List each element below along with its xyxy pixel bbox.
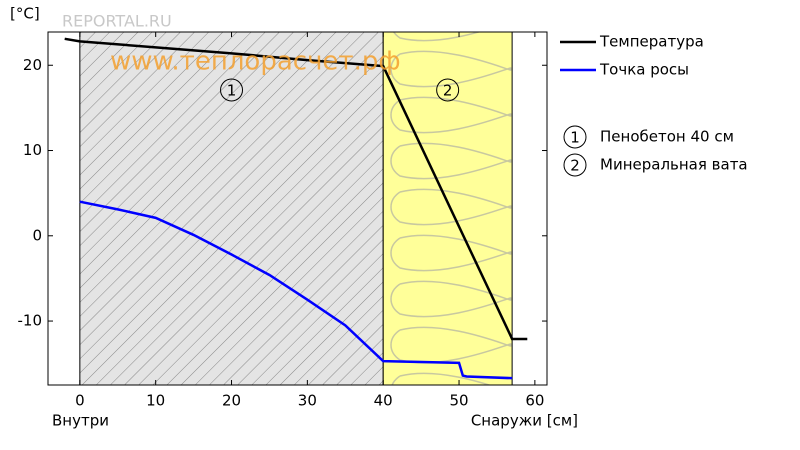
x-tick-label: 20: [222, 392, 241, 410]
watermark: www.теплорасчет.рф: [110, 47, 401, 77]
plot-frame: [47, 31, 548, 386]
series-line: [79, 200, 513, 380]
layer-region: [382, 31, 513, 386]
legend-number: 2: [570, 157, 580, 175]
legend-number: 1: [570, 129, 580, 147]
legend-layer-name: Пенобетон 40 см: [600, 128, 734, 146]
legend-layer-name: Минеральная вата: [600, 156, 748, 174]
layer-badge: [436, 78, 460, 102]
layer-number: 2: [443, 82, 453, 100]
y-tick-label: 20: [23, 56, 42, 74]
layer-badge: [220, 78, 244, 102]
legend-badge: [563, 153, 587, 177]
y-axis-label: [°C]: [10, 5, 40, 23]
x-tick-label: 40: [374, 392, 393, 410]
x-label-left: Внутри: [52, 412, 109, 430]
x-tick-label: 60: [525, 392, 544, 410]
watermark: REPORTAL.RU: [62, 12, 172, 31]
x-label-right: Снаружи [см]: [471, 412, 578, 430]
y-tick-label: 0: [32, 226, 42, 244]
x-tick-label: 50: [449, 392, 468, 410]
layer-number: 1: [227, 82, 237, 100]
legend-label: Точка росы: [599, 61, 689, 79]
series-line: [64, 37, 528, 341]
x-tick-label: 30: [298, 392, 317, 410]
x-tick-label: 10: [146, 392, 165, 410]
x-tick-label: 0: [75, 392, 85, 410]
y-tick-label: 10: [23, 141, 42, 159]
legend-badge: [563, 125, 587, 149]
layer-region: [79, 31, 384, 386]
y-tick-label: -10: [18, 312, 43, 330]
legend-label: Температура: [599, 33, 704, 51]
